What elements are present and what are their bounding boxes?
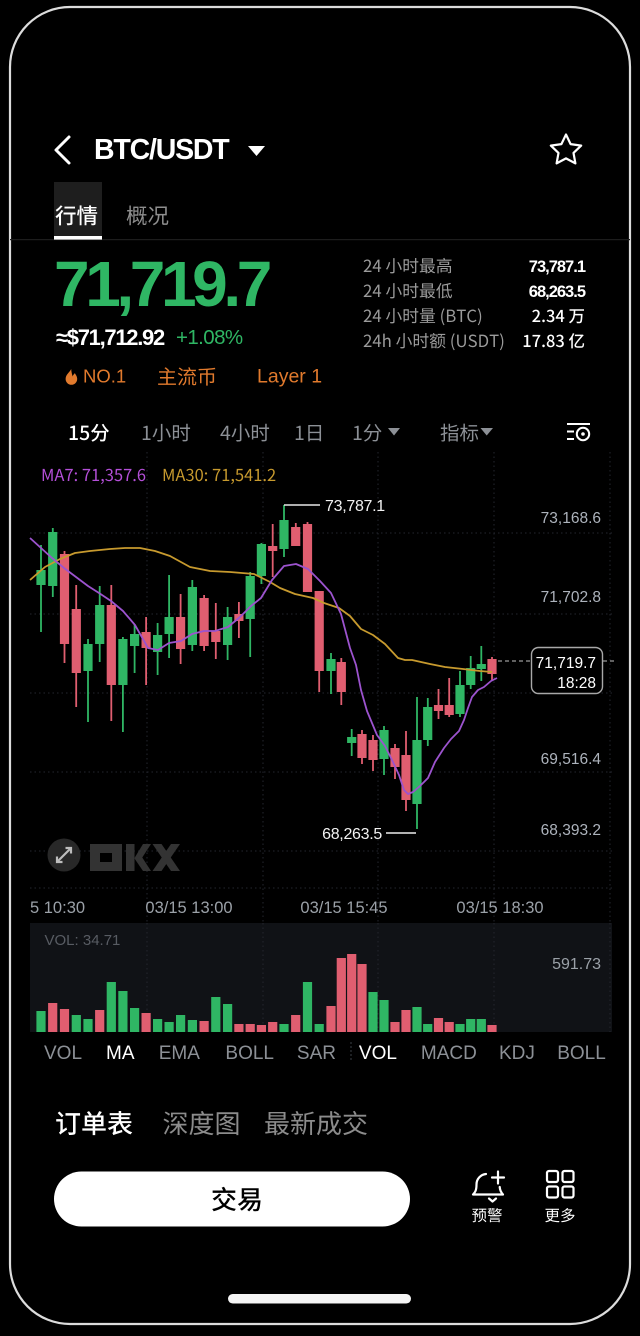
svg-text:69,516.4: 69,516.4 <box>541 751 602 768</box>
svg-text:Layer 1: Layer 1 <box>257 366 322 388</box>
svg-text:BOLL: BOLL <box>557 1043 606 1064</box>
svg-text:VOL: VOL <box>44 1043 82 1064</box>
svg-text:03/15 18:30: 03/15 18:30 <box>456 899 543 917</box>
svg-text:MACD: MACD <box>421 1043 477 1064</box>
svg-text:5 10:30: 5 10:30 <box>30 899 85 917</box>
svg-text:591.73: 591.73 <box>552 956 601 973</box>
svg-text:EMA: EMA <box>159 1043 201 1064</box>
svg-text:NO.1: NO.1 <box>83 366 126 387</box>
svg-text:SAR: SAR <box>297 1043 336 1064</box>
svg-text:KDJ: KDJ <box>499 1043 535 1064</box>
svg-text:03/15 15:45: 03/15 15:45 <box>300 899 387 917</box>
svg-text:71,702.8: 71,702.8 <box>541 589 601 606</box>
svg-text:BOLL: BOLL <box>225 1043 274 1064</box>
svg-text:73,168.6: 73,168.6 <box>541 510 601 527</box>
svg-text:+1.08%: +1.08% <box>176 326 243 349</box>
svg-text:VOL: VOL <box>359 1043 397 1064</box>
svg-text:03/15 13:00: 03/15 13:00 <box>145 899 232 917</box>
svg-text:71,719.7: 71,719.7 <box>54 248 270 320</box>
svg-text:MA: MA <box>106 1043 135 1064</box>
svg-text:71,719.7: 71,719.7 <box>536 655 596 672</box>
svg-text:VOL: 34.71: VOL: 34.71 <box>45 932 121 949</box>
svg-text:68,263.5: 68,263.5 <box>529 283 586 301</box>
svg-text:68,393.2: 68,393.2 <box>541 822 601 839</box>
svg-text:73,787.1: 73,787.1 <box>529 258 586 276</box>
svg-text:BTC/USDT: BTC/USDT <box>94 134 230 166</box>
svg-text:18:28: 18:28 <box>557 675 596 692</box>
svg-text:68,263.5: 68,263.5 <box>322 826 382 843</box>
svg-text:≈$71,712.92: ≈$71,712.92 <box>56 325 165 350</box>
svg-text:73,787.1: 73,787.1 <box>325 498 385 515</box>
